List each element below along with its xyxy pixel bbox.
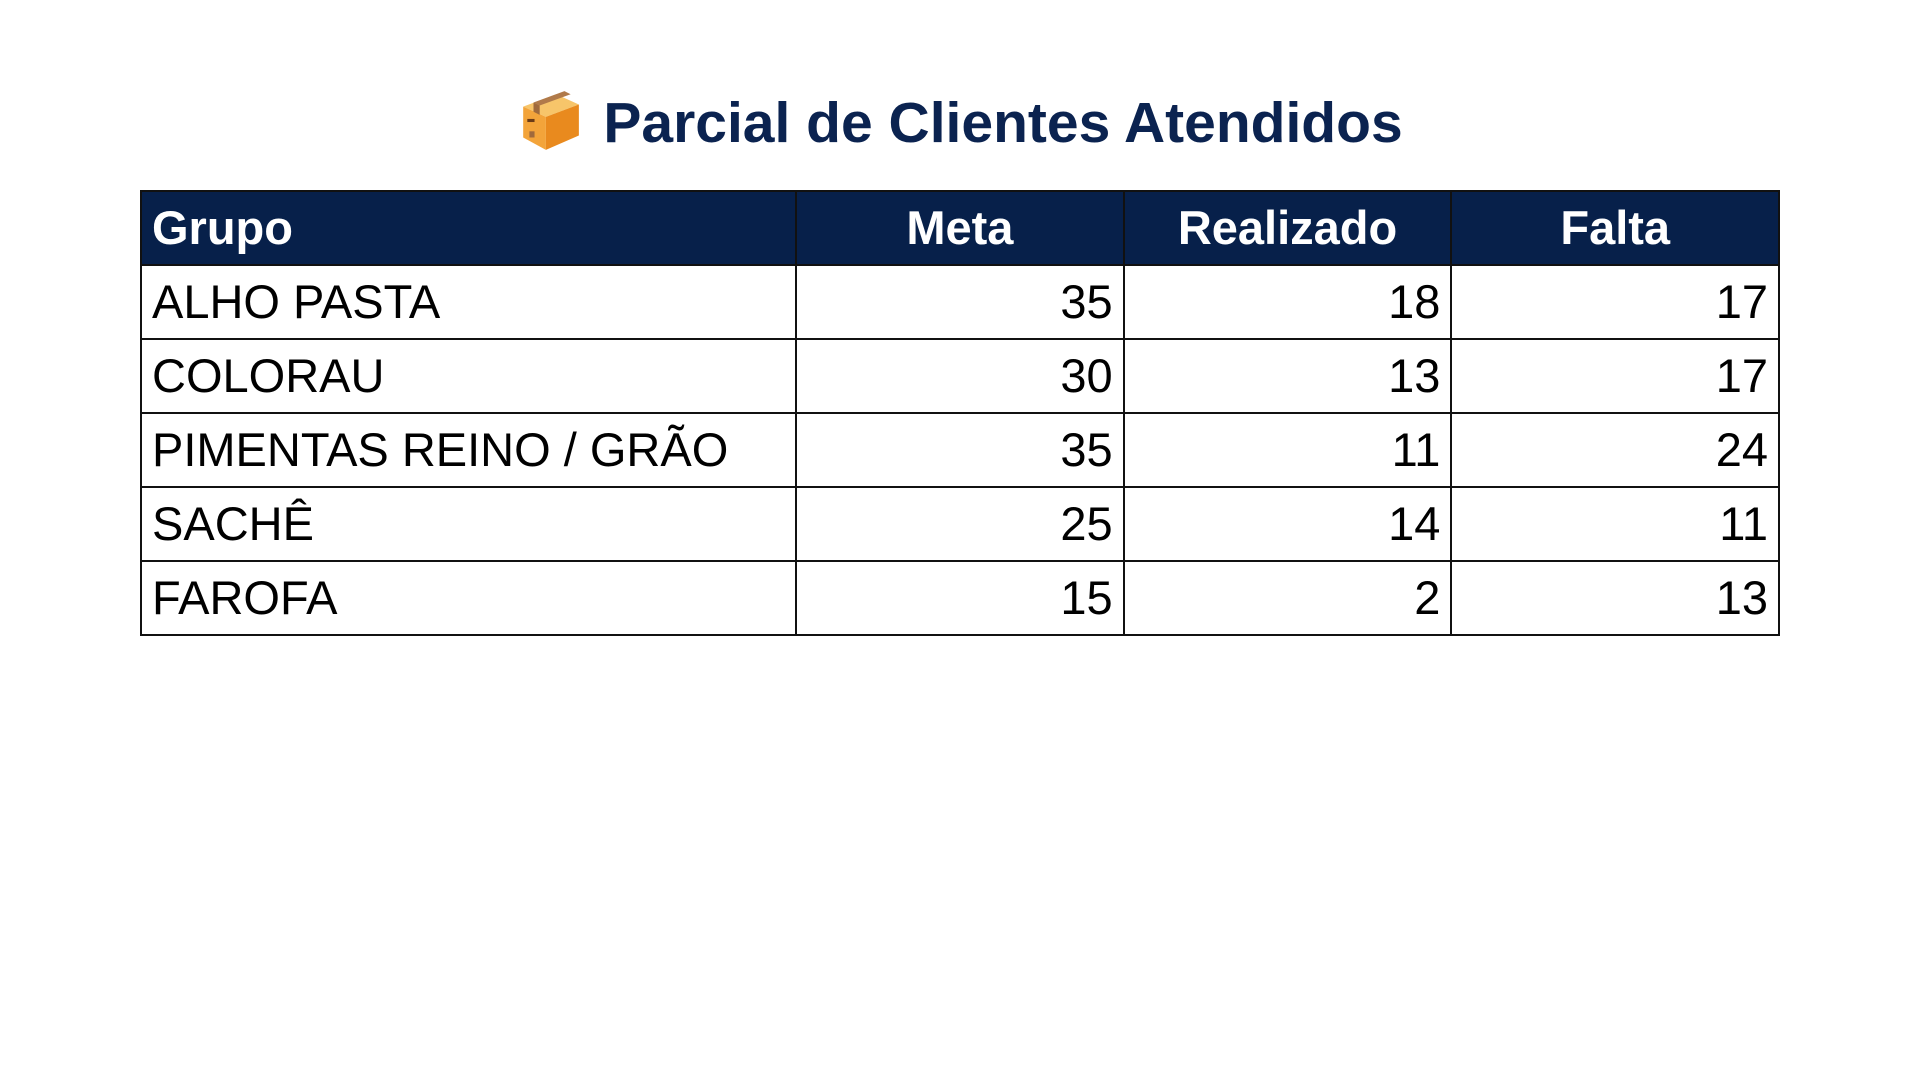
table-row: ALHO PASTA 35 18 17 (139, 264, 1780, 340)
cell-realizado: 18 (1122, 264, 1453, 340)
cell-falta: 24 (1450, 412, 1780, 488)
table-row: FAROFA 15 2 13 (139, 560, 1780, 636)
cell-grupo: FAROFA (139, 560, 798, 636)
cell-falta: 17 (1450, 264, 1780, 340)
table-row: SACHÊ 25 14 11 (139, 486, 1780, 562)
header-meta: Meta (795, 190, 1125, 266)
cell-grupo: PIMENTAS REINO / GRÃO (139, 412, 798, 488)
table-row: COLORAU 30 13 17 (139, 338, 1780, 414)
cell-meta: 25 (795, 486, 1125, 562)
cell-falta: 17 (1450, 338, 1780, 414)
cell-realizado: 2 (1122, 560, 1453, 636)
cell-grupo: SACHÊ (139, 486, 798, 562)
header-realizado: Realizado (1122, 190, 1453, 266)
title-text: Parcial de Clientes Atendidos (603, 91, 1403, 155)
cell-meta: 15 (795, 560, 1125, 636)
cell-grupo: ALHO PASTA (139, 264, 798, 340)
package-box-icon (523, 91, 580, 150)
clients-table: Grupo Meta Realizado Falta ALHO PASTA 35 1… (139, 190, 1780, 636)
header-row: Grupo Meta Realizado Falta (139, 190, 1780, 266)
page-title: Parcial de Clientes Atendidos (0, 88, 1920, 158)
header-grupo: Grupo (139, 190, 798, 266)
cell-meta: 35 (795, 264, 1125, 340)
cell-meta: 30 (795, 338, 1125, 414)
header-falta: Falta (1450, 190, 1780, 266)
cell-realizado: 13 (1122, 338, 1453, 414)
cell-falta: 13 (1450, 560, 1780, 636)
cell-meta: 35 (795, 412, 1125, 488)
cell-realizado: 11 (1122, 412, 1453, 488)
table-row: PIMENTAS REINO / GRÃO 35 11 24 (139, 412, 1780, 488)
cell-grupo: COLORAU (139, 338, 798, 414)
cell-falta: 11 (1450, 486, 1780, 562)
cell-realizado: 14 (1122, 486, 1453, 562)
